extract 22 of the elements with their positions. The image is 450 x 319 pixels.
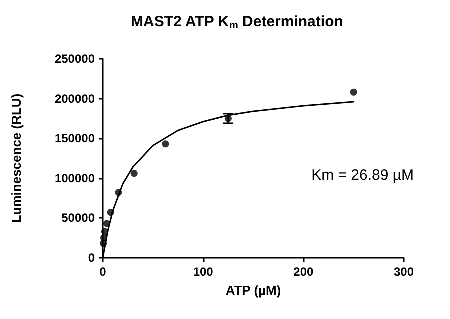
y-tick-label: 0 <box>88 251 96 265</box>
point <box>162 140 170 148</box>
x-axis-title: ATP (µM) <box>226 283 282 298</box>
y-tick-label: 150000 <box>54 132 96 146</box>
y-tick-label: 200000 <box>54 92 96 106</box>
point <box>115 189 122 196</box>
y-tick-label: 250000 <box>54 52 96 66</box>
point <box>107 209 114 216</box>
y-tick-label: 50000 <box>62 211 96 226</box>
point <box>350 88 358 96</box>
y-tick-label: 100000 <box>54 171 96 186</box>
point <box>100 234 108 242</box>
point <box>130 170 138 178</box>
point <box>103 220 110 228</box>
point <box>101 228 108 236</box>
x-tick-label: 200 <box>294 265 314 279</box>
x-tick-label: 300 <box>394 265 414 279</box>
y-axis-title: Luminescence (RLU) <box>9 94 24 224</box>
point <box>224 115 232 122</box>
annotation: Km = 26.89 µM <box>312 167 414 184</box>
x-tick-label: 0 <box>100 265 107 279</box>
x-tick-label: 100 <box>193 265 214 279</box>
